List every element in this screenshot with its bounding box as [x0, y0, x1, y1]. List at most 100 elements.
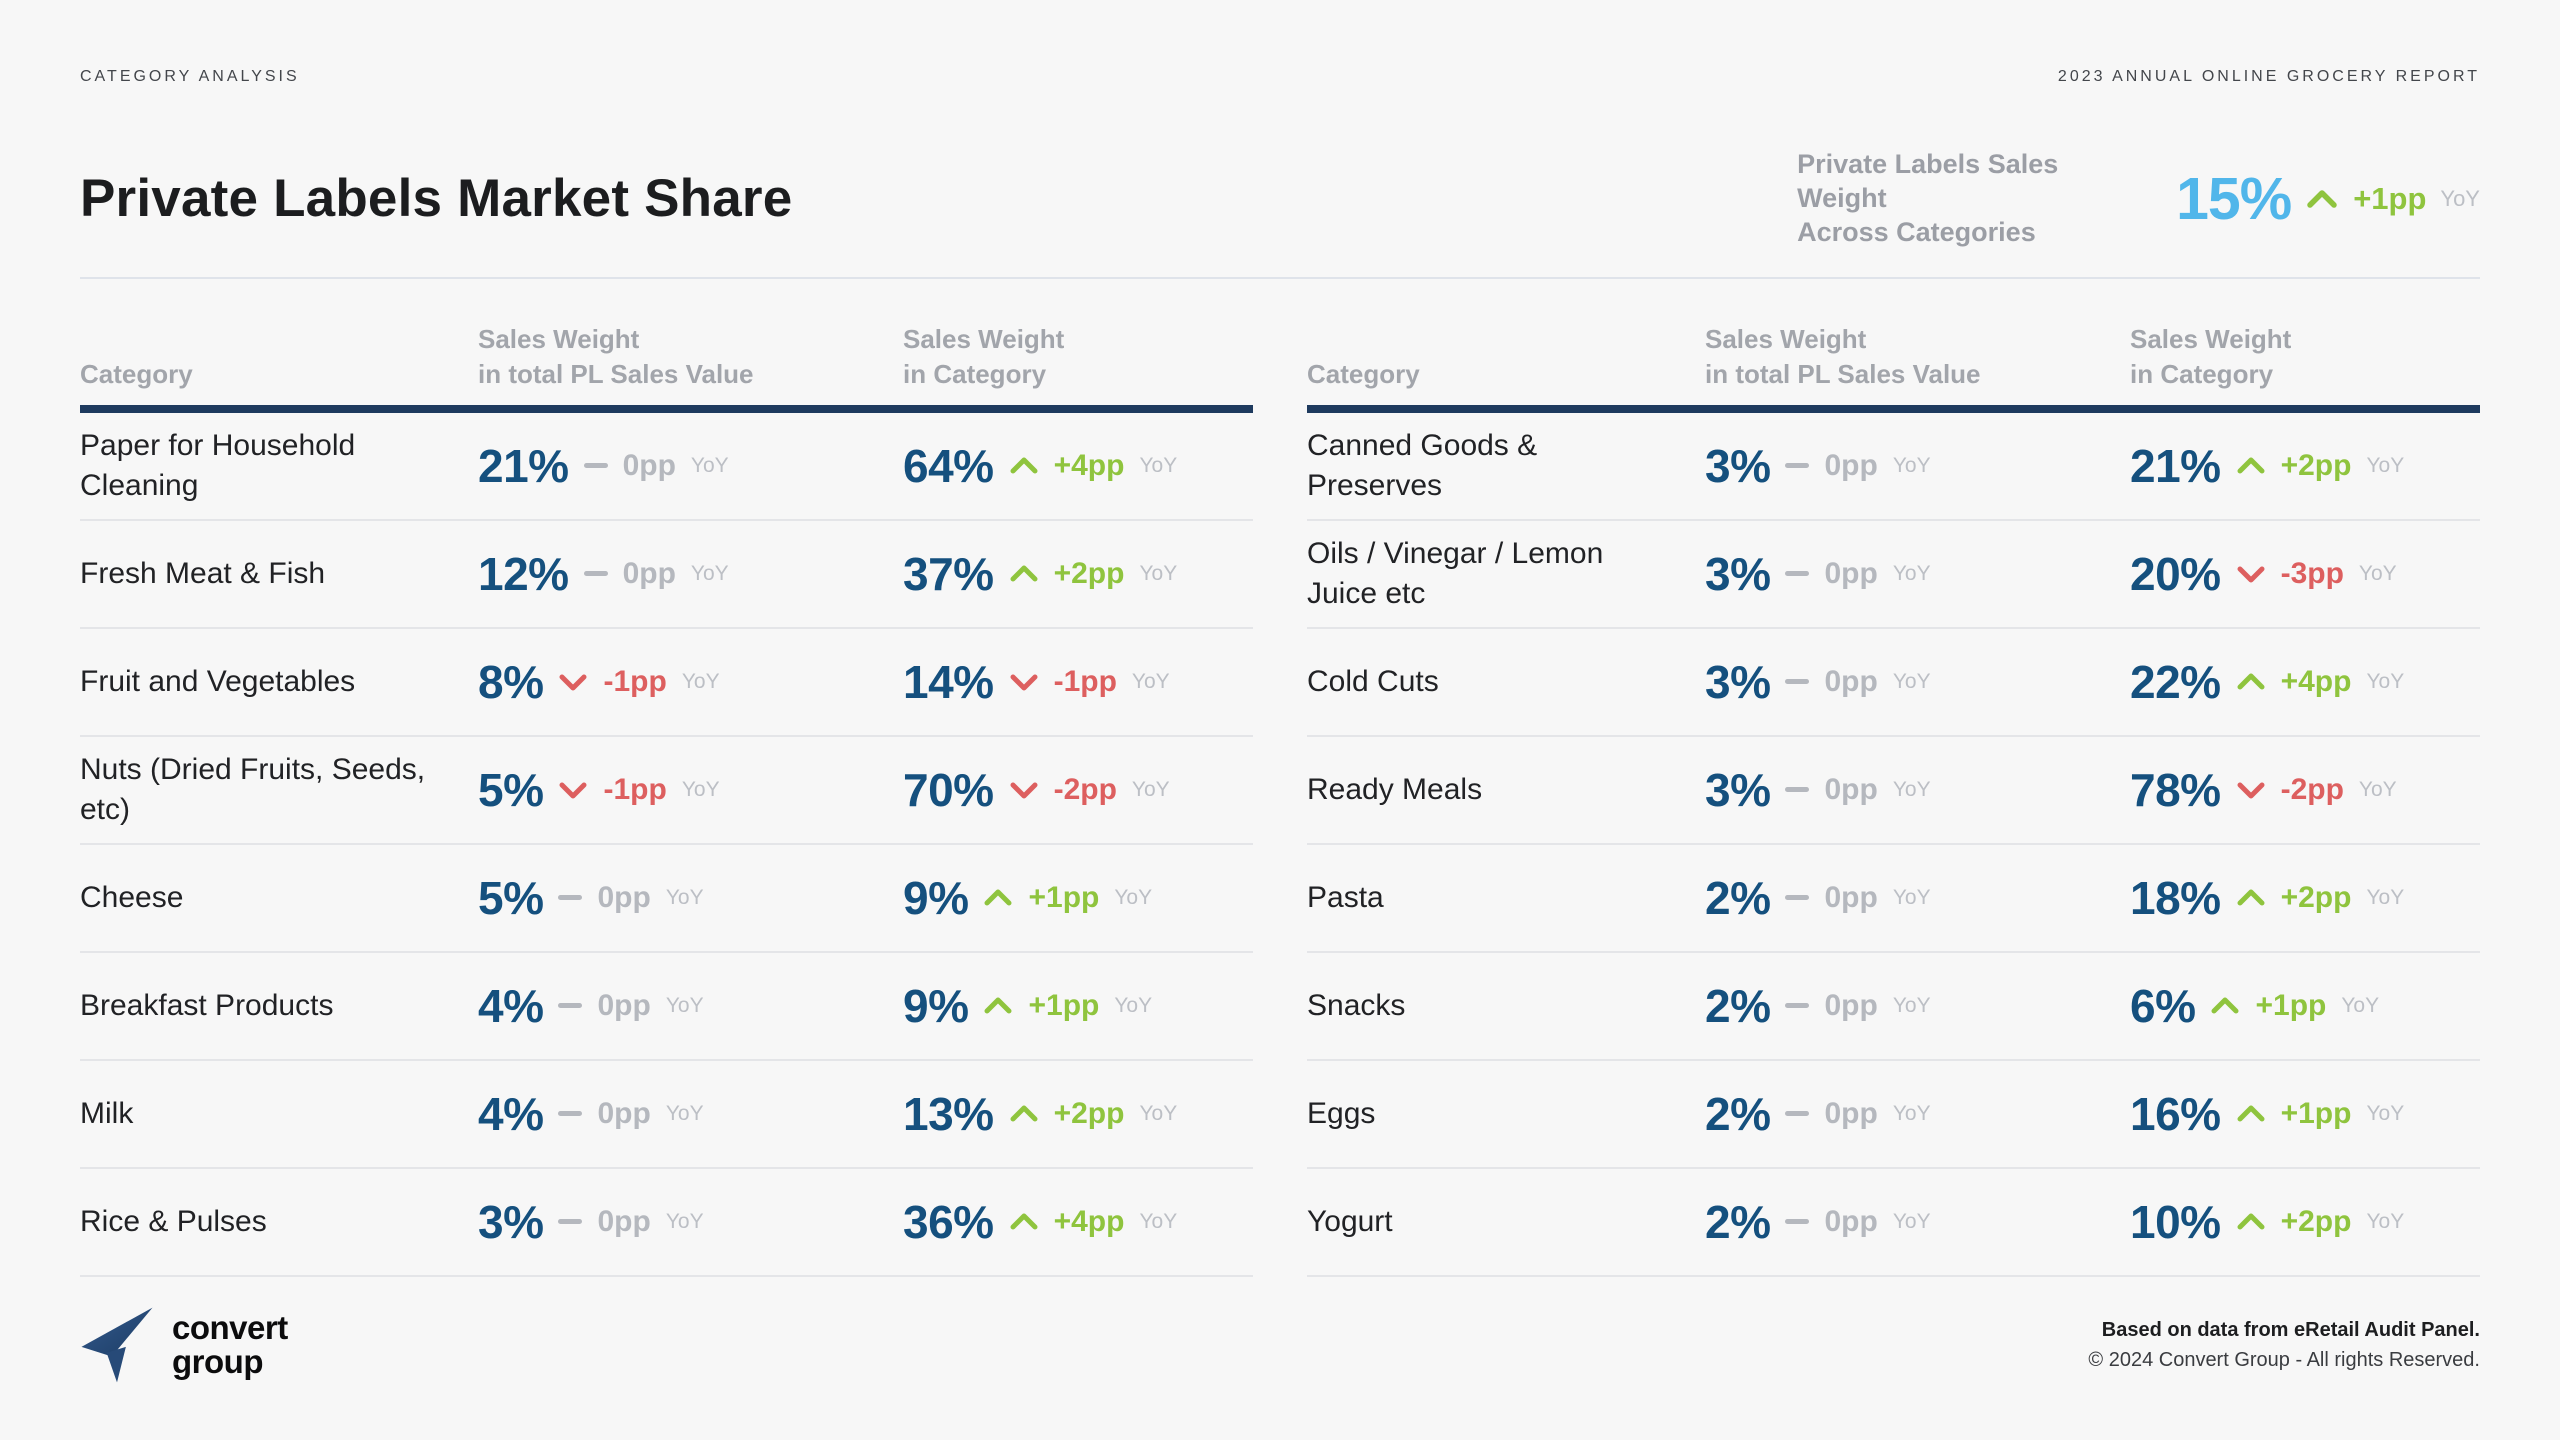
category-weight-value: 21%	[2130, 439, 2221, 492]
summary-value: 15%	[2176, 165, 2292, 232]
pl-weight-value: 2%	[1705, 979, 1771, 1032]
category-weight-metric: 10% +2pp YoY	[2130, 1195, 2480, 1249]
table-row: Fruit and Vegetables 8% -1pp YoY 14% -1pp YoY	[80, 629, 1253, 737]
trend-delta: 0pp	[597, 880, 651, 914]
tables-container: Category Sales Weight in total PL Sales …	[80, 322, 2480, 1277]
header-line: Sales Weight	[903, 324, 1065, 355]
trend-delta: 0pp	[1824, 556, 1878, 590]
header-line: in Category	[903, 358, 1047, 389]
category-name: Snacks	[1307, 988, 1406, 1022]
report-name-label: 2023 ANNUAL ONLINE GROCERY REPORT	[2057, 68, 2480, 85]
summary-label-line1: Private Labels Sales Weight	[1797, 149, 2059, 213]
trend-delta: +1pp	[2280, 1096, 2352, 1130]
category-name: Paper for Household Cleaning	[80, 428, 356, 502]
yoy-label: YoY	[665, 993, 704, 1017]
trend-delta: 0pp	[597, 1204, 651, 1238]
table-header: Category Sales Weight in total PL Sales …	[80, 322, 1253, 413]
pl-weight-value: 3%	[478, 1195, 544, 1248]
flat-dash-icon	[558, 1111, 583, 1117]
pl-weight-value: 2%	[1705, 1195, 1771, 1248]
yoy-label: YoY	[1139, 561, 1178, 585]
footer: convert group Based on data from eRetail…	[80, 1306, 2480, 1384]
title-divider	[80, 277, 2480, 280]
caret-up-icon	[2236, 1210, 2266, 1234]
yoy-label: YoY	[690, 453, 729, 477]
copyright-note: © 2024 Convert Group - All rights Reserv…	[2088, 1349, 2480, 1371]
yoy-label: YoY	[1131, 777, 1170, 801]
pl-weight-metric: 2% 0pp YoY	[1705, 1195, 2130, 1249]
category-weight-metric: 9% +1pp YoY	[903, 979, 1253, 1033]
yoy-label: YoY	[1139, 1101, 1178, 1125]
category-name: Nuts (Dried Fruits, Seeds, etc)	[80, 752, 426, 826]
category-cell: Pasta	[1307, 878, 1705, 918]
yoy-label: YoY	[1131, 669, 1170, 693]
page-title: Private Labels Market Share	[80, 169, 793, 229]
pl-weight-value: 8%	[478, 655, 544, 708]
yoy-label: YoY	[1892, 1209, 1931, 1233]
yoy-label: YoY	[665, 885, 704, 909]
table-row: Rice & Pulses 3% 0pp YoY 36% +4pp YoY	[80, 1169, 1253, 1277]
trend-delta: 0pp	[622, 556, 676, 590]
pl-weight-value: 3%	[1705, 655, 1771, 708]
trend-delta: +2pp	[2280, 448, 2352, 482]
right-category-table: Category Sales Weight in total PL Sales …	[1307, 322, 2480, 1277]
category-cell: Cold Cuts	[1307, 662, 1705, 702]
table-row: Breakfast Products 4% 0pp YoY 9% +1pp YoY	[80, 953, 1253, 1061]
trend-delta: -2pp	[2280, 772, 2344, 806]
category-name: Oils / Vinegar / Lemon Juice etc	[1307, 536, 1604, 610]
caret-up-icon	[1009, 1102, 1039, 1126]
pl-weight-metric: 3% 0pp YoY	[1705, 655, 2130, 709]
pl-weight-metric: 3% 0pp YoY	[478, 1195, 903, 1249]
category-weight-metric: 16% +1pp YoY	[2130, 1087, 2480, 1141]
category-cell: Fresh Meat & Fish	[80, 554, 478, 594]
header-line: in total PL Sales Value	[478, 358, 754, 389]
trend-delta: 0pp	[1824, 772, 1878, 806]
pl-weight-value: 5%	[478, 871, 544, 924]
trend-delta: 0pp	[1824, 1204, 1878, 1238]
category-weight-value: 70%	[903, 763, 994, 816]
table-body: Canned Goods & Preserves 3% 0pp YoY 21% +2pp Y…	[1307, 413, 2480, 1277]
yoy-label: YoY	[1892, 561, 1931, 585]
summary-label-line2: Across Categories	[1797, 216, 2036, 247]
category-cell: Snacks	[1307, 986, 1705, 1026]
pl-weight-metric: 2% 0pp YoY	[1705, 1087, 2130, 1141]
category-weight-metric: 20% -3pp YoY	[2130, 547, 2480, 601]
trend-delta: +1pp	[2255, 988, 2327, 1022]
caret-down-icon	[1009, 670, 1039, 694]
table-row: Snacks 2% 0pp YoY 6% +1pp YoY	[1307, 953, 2480, 1061]
flat-dash-icon	[1785, 1111, 1810, 1117]
column-header-category: Category	[80, 358, 193, 389]
column-header-pl-sales-weight: Sales Weight in total PL Sales Value	[478, 322, 903, 391]
pl-weight-metric: 4% 0pp YoY	[478, 1087, 903, 1141]
trend-delta: -2pp	[1053, 772, 1117, 806]
category-name: Fruit and Vegetables	[80, 664, 356, 698]
caret-down-icon	[558, 778, 588, 802]
category-name: Cold Cuts	[1307, 664, 1439, 698]
pl-weight-value: 4%	[478, 1087, 544, 1140]
category-weight-metric: 18% +2pp YoY	[2130, 871, 2480, 925]
category-weight-value: 9%	[903, 871, 969, 924]
category-weight-value: 6%	[2130, 979, 2196, 1032]
category-weight-metric: 64% +4pp YoY	[903, 439, 1253, 493]
category-weight-metric: 13% +2pp YoY	[903, 1087, 1253, 1141]
caret-down-icon	[1009, 778, 1039, 802]
summary-delta: +1pp	[2353, 180, 2427, 216]
category-cell: Canned Goods & Preserves	[1307, 426, 1705, 506]
pl-weight-metric: 8% -1pp YoY	[478, 655, 903, 709]
yoy-label: YoY	[681, 777, 720, 801]
column-header-category-weight: Sales Weight in Category	[2130, 322, 2480, 391]
category-cell: Rice & Pulses	[80, 1202, 478, 1242]
category-name: Canned Goods & Preserves	[1307, 428, 1538, 502]
data-source-note: Based on data from eRetail Audit Panel.	[2101, 1319, 2480, 1341]
category-weight-metric: 9% +1pp YoY	[903, 871, 1253, 925]
caret-up-icon	[2305, 186, 2339, 212]
category-cell: Eggs	[1307, 1094, 1705, 1134]
pl-weight-value: 3%	[1705, 763, 1771, 816]
category-weight-metric: 36% +4pp YoY	[903, 1195, 1253, 1249]
pl-weight-value: 4%	[478, 979, 544, 1032]
category-cell: Nuts (Dried Fruits, Seeds, etc)	[80, 750, 478, 830]
category-weight-value: 37%	[903, 547, 994, 600]
flat-dash-icon	[1785, 679, 1810, 685]
yoy-label: YoY	[1892, 1101, 1931, 1125]
category-weight-value: 13%	[903, 1087, 994, 1140]
